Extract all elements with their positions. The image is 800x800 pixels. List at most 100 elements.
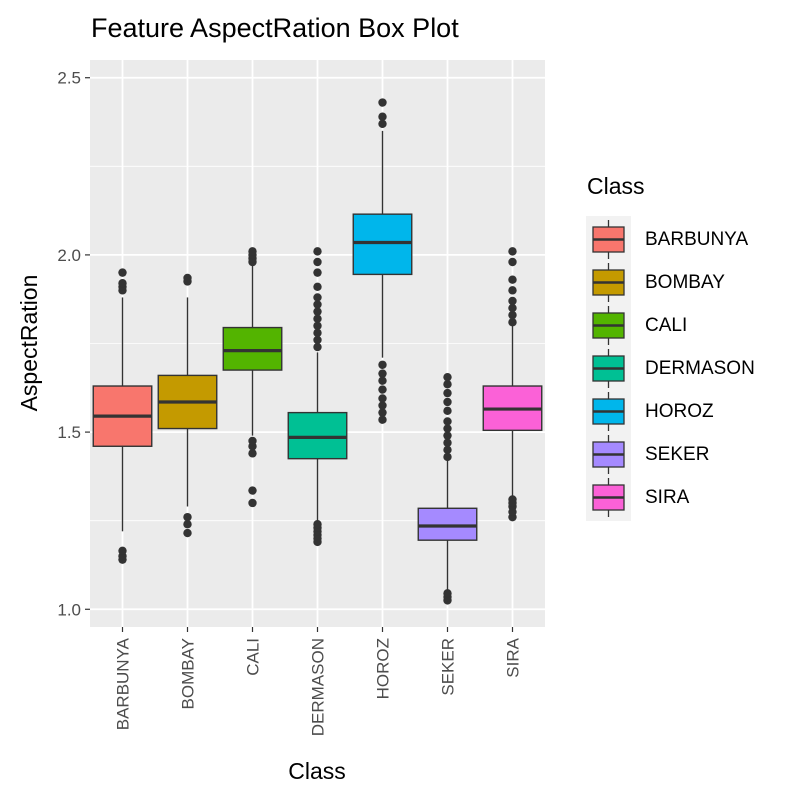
x-tick-label: DERMASON [309, 638, 328, 736]
legend-item-seker: SEKER [592, 435, 709, 474]
box-iqr [352, 213, 413, 276]
legend-label: HOROZ [645, 401, 714, 422]
outlier-point [378, 360, 387, 369]
box-seker [417, 372, 478, 605]
outlier-point [508, 303, 517, 313]
legend-item-dermason: DERMASON [592, 349, 755, 388]
outlier-point [248, 449, 257, 458]
legend-label: CALI [645, 315, 687, 336]
box-bombay [157, 273, 218, 538]
outlier-point [443, 417, 452, 426]
outlier-point [313, 321, 322, 330]
outlier-point [378, 401, 387, 410]
outlier-point [378, 98, 387, 107]
outlier-point [313, 314, 322, 323]
outlier-point [313, 293, 322, 302]
outlier-point [183, 528, 192, 538]
box-sira [482, 247, 543, 522]
boxes [92, 98, 543, 605]
outlier-point [443, 397, 452, 407]
x-tick-label: BARBUNYA [114, 637, 133, 730]
outlier-point [508, 296, 517, 306]
legend-label: SIRA [645, 487, 690, 508]
x-tick-label: CALI [244, 638, 263, 676]
outlier-point [118, 268, 127, 277]
y-tick-label: 1.0 [57, 600, 81, 619]
legend: Class BARBUNYA BOMBAY CALI DERMASON HOROZ SEK… [586, 173, 755, 521]
outlier-point [248, 498, 257, 508]
outlier-point [508, 310, 517, 320]
outlier-point [508, 495, 517, 504]
outlier-point [378, 376, 387, 385]
chart-title: Feature AspectRation Box Plot [91, 13, 459, 43]
outlier-point [443, 372, 452, 382]
outlier-point [118, 279, 127, 288]
box-dermason [287, 247, 348, 547]
outlier-point [508, 286, 517, 295]
outlier-point [183, 520, 192, 529]
outlier-point [313, 335, 322, 345]
outlier-point [443, 589, 452, 598]
outlier-point [313, 282, 322, 291]
outlier-point [248, 247, 257, 256]
outlier-point [508, 275, 517, 284]
legend-item-sira: SIRA [592, 478, 690, 517]
box-barbunya [92, 268, 153, 564]
box-cali [222, 247, 283, 508]
outlier-point [378, 112, 387, 121]
outlier-point [443, 438, 452, 447]
outlier-point [508, 318, 517, 327]
outlier-point [313, 520, 322, 529]
outlier-point [378, 415, 387, 424]
outlier-point [443, 445, 452, 455]
outlier-point [378, 369, 387, 378]
outlier-point [443, 380, 452, 389]
outlier-point [313, 257, 322, 267]
box-iqr [287, 411, 348, 460]
legend-label: DERMASON [645, 358, 755, 379]
outlier-point [508, 247, 517, 256]
plot-area [90, 60, 545, 627]
legend-item-barbunya: BARBUNYA [592, 220, 748, 259]
outlier-point [378, 394, 387, 403]
legend-item-cali: CALI [592, 306, 687, 345]
outlier-point [443, 452, 452, 462]
outlier-point [443, 431, 452, 440]
outlier-point [378, 408, 387, 417]
x-axis-title: Class [288, 758, 346, 784]
legend-item-horoz: HOROZ [592, 392, 714, 431]
legend-label: SEKER [645, 444, 709, 465]
outlier-point [443, 406, 452, 416]
outlier-point [378, 385, 387, 394]
outlier-point [508, 257, 517, 267]
outlier-point [118, 546, 127, 556]
outlier-point [313, 342, 322, 352]
x-tick-label: SEKER [439, 638, 458, 696]
outlier-point [183, 273, 192, 283]
box-horoz [352, 98, 413, 424]
legend-item-bombay: BOMBAY [592, 263, 725, 302]
legend-label: BOMBAY [645, 272, 725, 293]
legend-label: BARBUNYA [645, 229, 748, 250]
outlier-point [378, 119, 387, 128]
x-axis: BARBUNYA BOMBAY CALI DERMASON HOROZ SEKER SIRA [114, 627, 523, 736]
box-iqr [417, 507, 478, 541]
y-axis-title: AspectRation [16, 275, 42, 412]
outlier-point [313, 247, 322, 256]
x-tick-label: BOMBAY [179, 638, 198, 709]
outlier-point [313, 307, 322, 316]
y-tick-label: 2.0 [57, 246, 81, 265]
outlier-point [313, 300, 322, 309]
legend-title: Class [587, 173, 645, 199]
box-iqr [222, 326, 283, 371]
outlier-point [443, 388, 452, 398]
y-axis: 1.0 1.5 2.0 2.5 [57, 69, 90, 619]
outlier-point [248, 486, 257, 495]
outlier-point [183, 512, 192, 522]
outlier-point [313, 328, 322, 338]
outlier-point [443, 424, 452, 433]
x-tick-label: SIRA [504, 637, 523, 677]
y-tick-label: 1.5 [57, 423, 81, 442]
outlier-point [248, 436, 257, 446]
